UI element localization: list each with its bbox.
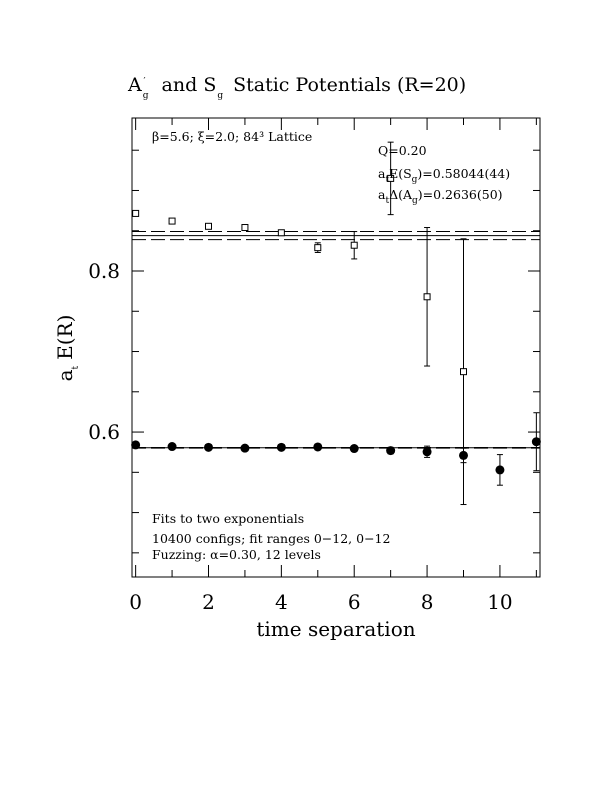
series-sg — [131, 412, 541, 486]
data-point-circle — [276, 442, 286, 452]
data-point-circle — [459, 450, 468, 460]
fit-lines — [132, 231, 540, 449]
x-axis-label: time separation — [256, 617, 415, 641]
annotation-fits: Fits to two exponentials — [152, 511, 304, 526]
data-point-square — [132, 209, 140, 217]
data-point-square — [423, 293, 431, 301]
chart-title: Ag′ and Sg Static Potentials (R=20) — [127, 74, 466, 101]
axis-tick-labels: 0 2 4 6 8 10 0.6 0.8 — [88, 259, 512, 614]
data-point-circle — [313, 442, 323, 452]
data-point-circle — [167, 442, 177, 452]
annotation-fuzzing: Fuzzing: α=0.30, 12 levels — [152, 547, 321, 562]
data-points — [131, 141, 541, 506]
x-tick-label: 4 — [275, 590, 288, 614]
data-point-square — [241, 224, 249, 232]
data-point-circle — [240, 443, 250, 453]
x-tick-label: 10 — [487, 590, 512, 614]
y-tick-label: 0.8 — [88, 259, 120, 283]
data-point-square — [314, 244, 322, 252]
y-tick-label: 0.6 — [88, 420, 120, 444]
data-point-circle — [531, 437, 541, 447]
annotation-q: Q=0.20 — [378, 143, 427, 158]
data-point-circle — [204, 442, 213, 452]
annotation-fit-sg: atE(Sg)=0.58044(44) — [378, 166, 510, 185]
data-point-circle — [131, 440, 141, 450]
annotation-configs: 10400 configs; fit ranges 0−12, 0−12 — [152, 531, 390, 546]
x-tick-label: 6 — [348, 590, 361, 614]
axis-ticks — [132, 118, 540, 577]
x-tick-label: 2 — [202, 590, 215, 614]
annotation-lattice: β=5.6; ξ=2.0; 84³ Lattice — [152, 129, 312, 144]
data-point-circle — [495, 465, 505, 475]
data-point-circle — [422, 447, 432, 457]
data-point-circle — [349, 444, 359, 454]
y-axis-label: atE(R) — [53, 315, 81, 382]
data-point-square — [205, 222, 212, 230]
data-point-square — [277, 229, 285, 237]
x-tick-label: 8 — [421, 590, 434, 614]
data-point-square — [387, 174, 395, 182]
plot-frame — [131, 117, 541, 578]
data-point-square — [460, 368, 467, 376]
data-point-circle — [386, 446, 396, 456]
data-point-square — [350, 241, 358, 249]
annotation-fit-ag: atΔ(Ag)=0.2636(50) — [378, 187, 503, 206]
x-tick-label: 0 — [129, 590, 142, 614]
data-point-square — [168, 217, 176, 225]
